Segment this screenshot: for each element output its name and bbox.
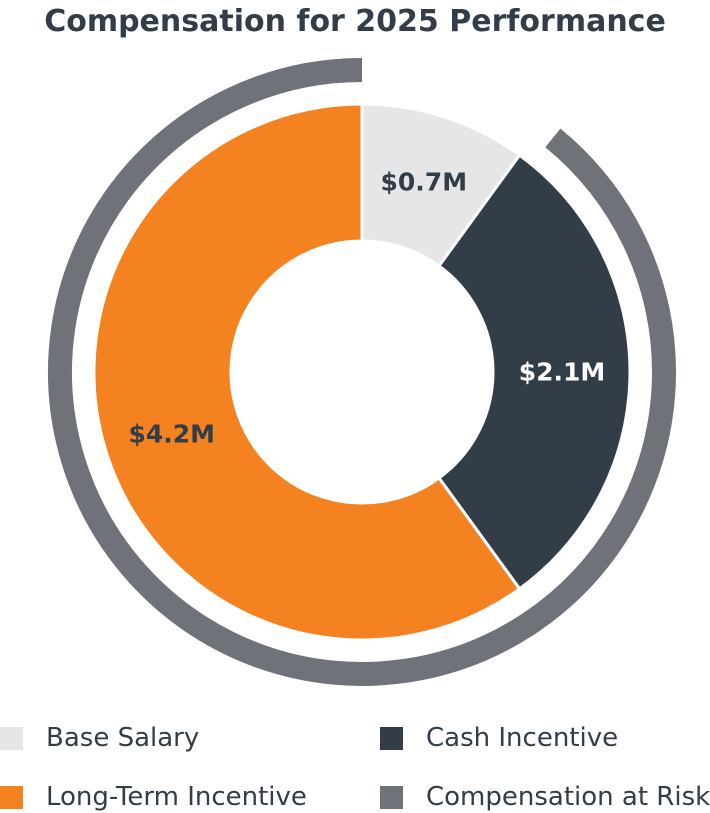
legend-label-long-term-incentive: Long-Term Incentive bbox=[46, 782, 307, 812]
legend-label-cash-incentive: Cash Incentive bbox=[426, 723, 619, 753]
slice-label-cash-incentive: $2.1M bbox=[519, 358, 606, 387]
donut-chart: $0.7M $2.1M $4.2M bbox=[48, 58, 676, 686]
legend-swatch-long-term-incentive bbox=[0, 785, 23, 809]
chart-title: Compensation for 2025 Performance bbox=[44, 4, 666, 39]
legend-item-cash-incentive: Cash Incentive bbox=[380, 722, 618, 754]
legend-label-base-salary: Base Salary bbox=[46, 723, 200, 753]
slice-cash-incentive bbox=[437, 153, 632, 591]
legend-swatch-base-salary bbox=[0, 726, 23, 750]
legend-item-base-salary: Base Salary bbox=[0, 722, 199, 754]
legend-swatch-compensation-at-risk bbox=[380, 785, 403, 809]
legend-label-compensation-at-risk: Compensation at Risk bbox=[426, 782, 710, 812]
legend-item-long-term-incentive: Long-Term Incentive bbox=[0, 781, 307, 813]
legend-item-compensation-at-risk: Compensation at Risk bbox=[380, 781, 710, 813]
slice-label-long-term-incentive: $4.2M bbox=[129, 419, 216, 448]
slice-long-term-incentive bbox=[92, 102, 522, 642]
legend-swatch-cash-incentive bbox=[380, 726, 403, 750]
compensation-at-risk-ring bbox=[48, 58, 676, 686]
slice-label-base-salary: $0.7M bbox=[381, 167, 468, 196]
